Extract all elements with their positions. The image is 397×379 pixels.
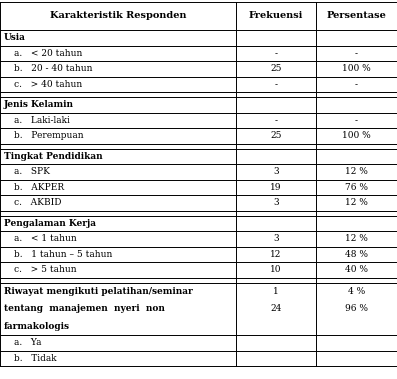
Text: 12 %: 12 % (345, 198, 368, 207)
Text: -: - (355, 49, 358, 58)
Text: 3: 3 (273, 167, 279, 176)
Text: a.   Ya: a. Ya (14, 338, 42, 347)
Text: Riwayat mengikuti pelatihan/seminar: Riwayat mengikuti pelatihan/seminar (4, 287, 193, 296)
Text: 10: 10 (270, 265, 281, 274)
Text: Jenis Kelamin: Jenis Kelamin (4, 100, 74, 109)
Text: c.   > 40 tahun: c. > 40 tahun (14, 80, 82, 89)
Text: 3: 3 (273, 234, 279, 243)
Text: -: - (274, 116, 278, 125)
Text: 24: 24 (270, 304, 281, 313)
Text: b.   20 - 40 tahun: b. 20 - 40 tahun (14, 64, 93, 73)
Text: 12 %: 12 % (345, 167, 368, 176)
Text: b.   Tidak: b. Tidak (14, 354, 57, 363)
Text: 48 %: 48 % (345, 250, 368, 259)
Text: b.   Perempuan: b. Perempuan (14, 131, 84, 140)
Text: 12 %: 12 % (345, 234, 368, 243)
Text: 96 %: 96 % (345, 304, 368, 313)
Text: c.   > 5 tahun: c. > 5 tahun (14, 265, 77, 274)
Text: -: - (355, 80, 358, 89)
Text: 1: 1 (273, 287, 279, 296)
Text: 40 %: 40 % (345, 265, 368, 274)
Text: farmakologis: farmakologis (4, 322, 70, 331)
Text: a.   Laki-laki: a. Laki-laki (14, 116, 70, 125)
Text: 25: 25 (270, 131, 281, 140)
Text: b.   1 tahun – 5 tahun: b. 1 tahun – 5 tahun (14, 250, 112, 259)
Text: a.   SPK: a. SPK (14, 167, 50, 176)
Text: 100 %: 100 % (342, 131, 371, 140)
Text: a.   < 20 tahun: a. < 20 tahun (14, 49, 82, 58)
Text: Tingkat Pendidikan: Tingkat Pendidikan (4, 152, 103, 161)
Text: b.   AKPER: b. AKPER (14, 183, 64, 192)
Text: 3: 3 (273, 198, 279, 207)
Text: -: - (274, 80, 278, 89)
Text: c.   AKBID: c. AKBID (14, 198, 62, 207)
Text: -: - (355, 116, 358, 125)
Text: 100 %: 100 % (342, 64, 371, 73)
Text: tentang  manajemen  nyeri  non: tentang manajemen nyeri non (4, 304, 165, 313)
Text: Persentase: Persentase (326, 11, 386, 20)
Text: 12: 12 (270, 250, 281, 259)
Text: 19: 19 (270, 183, 281, 192)
Text: Usia: Usia (4, 33, 26, 42)
Text: 4 %: 4 % (348, 287, 365, 296)
Text: Karakteristik Responden: Karakteristik Responden (50, 11, 186, 20)
Text: 76 %: 76 % (345, 183, 368, 192)
Text: Frekuensi: Frekuensi (249, 11, 303, 20)
Text: 25: 25 (270, 64, 281, 73)
Text: -: - (274, 49, 278, 58)
Text: Pengalaman Kerja: Pengalaman Kerja (4, 219, 96, 228)
Text: a.   < 1 tahun: a. < 1 tahun (14, 234, 77, 243)
